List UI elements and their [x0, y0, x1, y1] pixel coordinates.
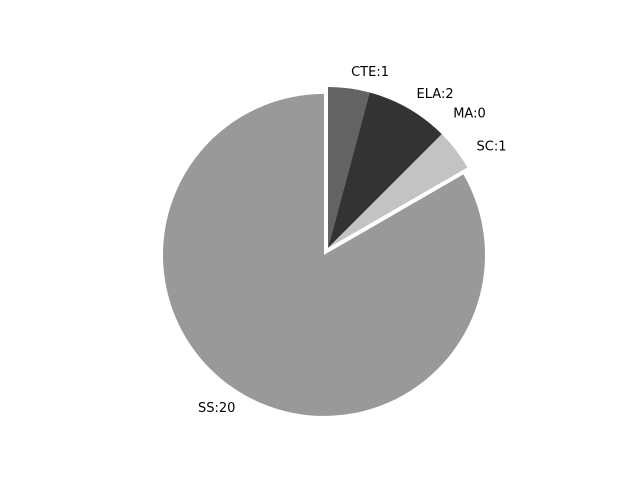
pie-slice-ela [328, 92, 442, 249]
pie-slice-sc [328, 134, 468, 248]
pie-slice-ss [163, 93, 486, 416]
slice-label-cte: CTE:1 [351, 65, 389, 80]
pie-slice-cte [328, 87, 370, 248]
slice-label-sc: SC:1 [477, 140, 507, 155]
slices-layer [163, 87, 486, 416]
labels-layer: CTE:1 ELA:2 MA:0 SC:1 SS:20 [198, 65, 506, 416]
slice-label-ss: SS:20 [198, 401, 235, 416]
slice-label-ma: MA:0 [453, 106, 486, 121]
slice-label-ela: ELA:2 [417, 87, 454, 102]
